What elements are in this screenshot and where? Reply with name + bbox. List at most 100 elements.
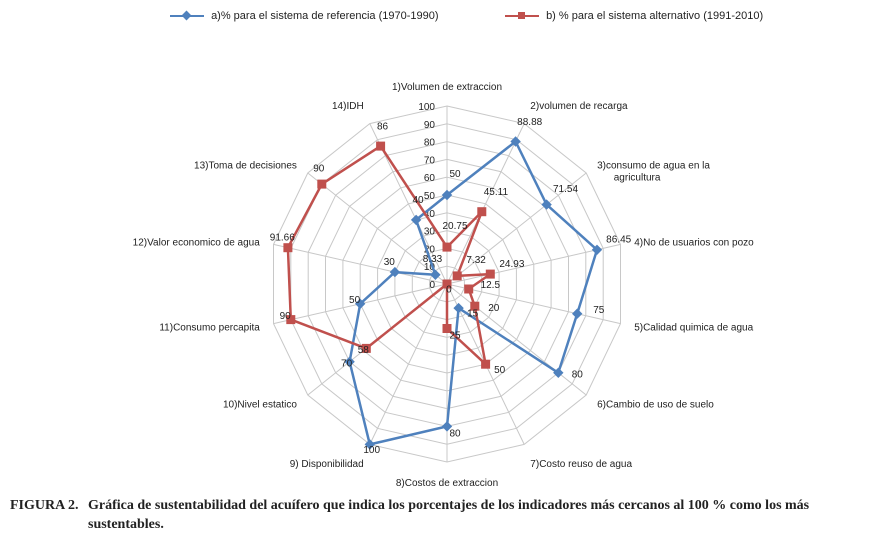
- axis-spoke-12: [273, 243, 448, 285]
- axis-spoke-9: [369, 283, 448, 445]
- data-point-a-12: [389, 266, 401, 278]
- data-label-a-6: 80: [572, 370, 584, 381]
- data-point-a-8: [441, 421, 453, 432]
- data-point-a-14: [410, 214, 422, 226]
- data-label-a-1: 50: [449, 169, 461, 180]
- data-point-a-3: [541, 199, 552, 210]
- axis-spoke-3: [446, 172, 587, 285]
- figure-caption-text-line1: Gráfica de sustentabilidad del acuífero …: [88, 498, 810, 513]
- legend-line-series-b: [505, 12, 539, 20]
- data-label-a-9: 100: [363, 445, 380, 456]
- data-label-a-4: 86.45: [606, 235, 631, 246]
- axis-label-9: 9) Disponibilidad: [290, 459, 364, 470]
- data-point-b-3: [452, 271, 462, 281]
- axis-spoke-13: [307, 172, 448, 285]
- tick-label-40: 40: [424, 209, 436, 220]
- data-label-b-6: 20: [488, 303, 500, 314]
- data-point-b-10: [361, 343, 371, 353]
- data-label-b-4: 24.93: [499, 259, 524, 270]
- tick-label-70: 70: [424, 155, 436, 166]
- data-label-a-8: 80: [449, 428, 461, 439]
- axis-label-4: 4)No de usuarios con pozo: [634, 237, 754, 248]
- legend-label-series-b: b) % para el sistema alternativo (1991-2…: [546, 10, 764, 22]
- data-point-a-1: [441, 189, 453, 201]
- axis-label-5: 5)Calidad quimica de agua: [634, 323, 753, 334]
- axis-spoke-2: [446, 123, 525, 285]
- data-point-a-2: [510, 136, 521, 147]
- tick-label-30: 30: [424, 227, 436, 238]
- data-label-b-12: 91.66: [270, 233, 295, 244]
- data-point-b-1: [442, 242, 452, 252]
- tick-label-50: 50: [424, 191, 436, 202]
- axis-label-2: 2)volumen de recarga: [530, 101, 628, 112]
- axis-spoke-5: [446, 283, 621, 325]
- data-point-a-5: [571, 308, 583, 319]
- data-point-b-11: [286, 315, 296, 325]
- data-point-b-13: [317, 179, 327, 189]
- radar-series: [283, 136, 603, 450]
- data-label-a-11: 50: [349, 295, 361, 306]
- data-point-b-2: [477, 207, 487, 217]
- data-label-a-7: 15: [467, 309, 479, 320]
- data-label-b-14: 86: [377, 122, 389, 133]
- legend-line-series-a: [170, 10, 204, 21]
- data-label-b-8: 25: [449, 331, 461, 342]
- legend: a)% para el sistema de referencia (1970-…: [0, 8, 879, 28]
- data-label-b-7: 50: [494, 365, 506, 376]
- radar-tick-labels: 0 10 20 30 40 50 60 70 80 90 100: [418, 102, 435, 291]
- axis-label-13: 13)Toma de decisiones: [194, 160, 297, 171]
- axis-spoke-4: [446, 243, 621, 285]
- legend-label-series-a: a)% para el sistema de referencia (1970-…: [211, 10, 439, 22]
- axis-label-7: 7)Costo reuso de agua: [530, 459, 632, 470]
- data-label-b-5: 12.5: [481, 280, 501, 291]
- data-label-a-5: 75: [593, 305, 605, 316]
- data-label-a-10: 70: [341, 358, 353, 369]
- axis-label-6: 6)Cambio de uso de suelo: [597, 400, 714, 411]
- data-point-a-6: [553, 367, 564, 379]
- tick-label-20: 20: [424, 244, 436, 255]
- axis-label-1: 1)Volumen de extraccion: [392, 82, 502, 93]
- tick-label-0: 0: [429, 280, 435, 291]
- data-point-b-8: [442, 324, 452, 333]
- data-label-b-9: 0: [446, 285, 452, 296]
- axis-label-11: 11)Consumo percapita: [159, 323, 260, 334]
- square-marker-icon: [518, 12, 525, 20]
- data-label-b-2: 45.11: [484, 187, 509, 198]
- radar-axis-labels: 1)Volumen de extraccion 2)volumen de reca…: [133, 82, 754, 489]
- data-label-b-3: 7.32: [466, 255, 486, 266]
- axis-spoke-6: [446, 283, 587, 396]
- data-point-a-7: [453, 302, 464, 314]
- data-point-b-6: [470, 301, 480, 311]
- tick-label-80: 80: [424, 138, 436, 149]
- data-label-b-11: 90: [280, 311, 292, 322]
- data-point-a-10: [344, 356, 355, 367]
- data-label-a-12: 30: [384, 257, 396, 268]
- data-label-a-13: 8.33: [423, 254, 443, 265]
- data-point-b-9: [442, 279, 452, 289]
- axis-label-12: 12)Valor economico de agua: [133, 237, 261, 248]
- data-point-b-4: [485, 269, 495, 279]
- data-point-a-13: [430, 269, 441, 281]
- radar-grid: [273, 105, 621, 463]
- data-label-a-2: 88.88: [517, 117, 542, 128]
- axis-label-10: 10)Nivel estatico: [223, 400, 297, 411]
- data-point-a-9: [364, 439, 376, 450]
- data-point-b-12: [283, 243, 293, 253]
- tick-label-90: 90: [424, 120, 436, 131]
- data-point-b-14: [376, 141, 386, 151]
- data-point-a-4: [591, 244, 603, 256]
- data-point-b-5: [464, 284, 474, 294]
- axis-label-8: 8)Costos de extraccion: [396, 478, 498, 489]
- axis-label-3: 3)consumo de agua en la agricultura: [597, 160, 710, 183]
- data-label-b-13: 90: [313, 163, 325, 174]
- data-label-a-3: 71.54: [553, 184, 578, 195]
- data-label-a-14: 40: [412, 195, 424, 206]
- data-point-a-11: [354, 298, 366, 310]
- figure-caption-text-line2: sustentables.: [88, 517, 164, 532]
- legend-item-series-a: a)% para el sistema de referencia (1970-…: [170, 10, 439, 22]
- tick-label-10: 10: [424, 262, 436, 273]
- figure-caption: FIGURA 2. Gráfica de sustentabilidad del …: [10, 496, 872, 534]
- figure-caption-label: FIGURA 2.: [10, 498, 79, 513]
- axis-label-14: 14)IDH: [332, 101, 364, 112]
